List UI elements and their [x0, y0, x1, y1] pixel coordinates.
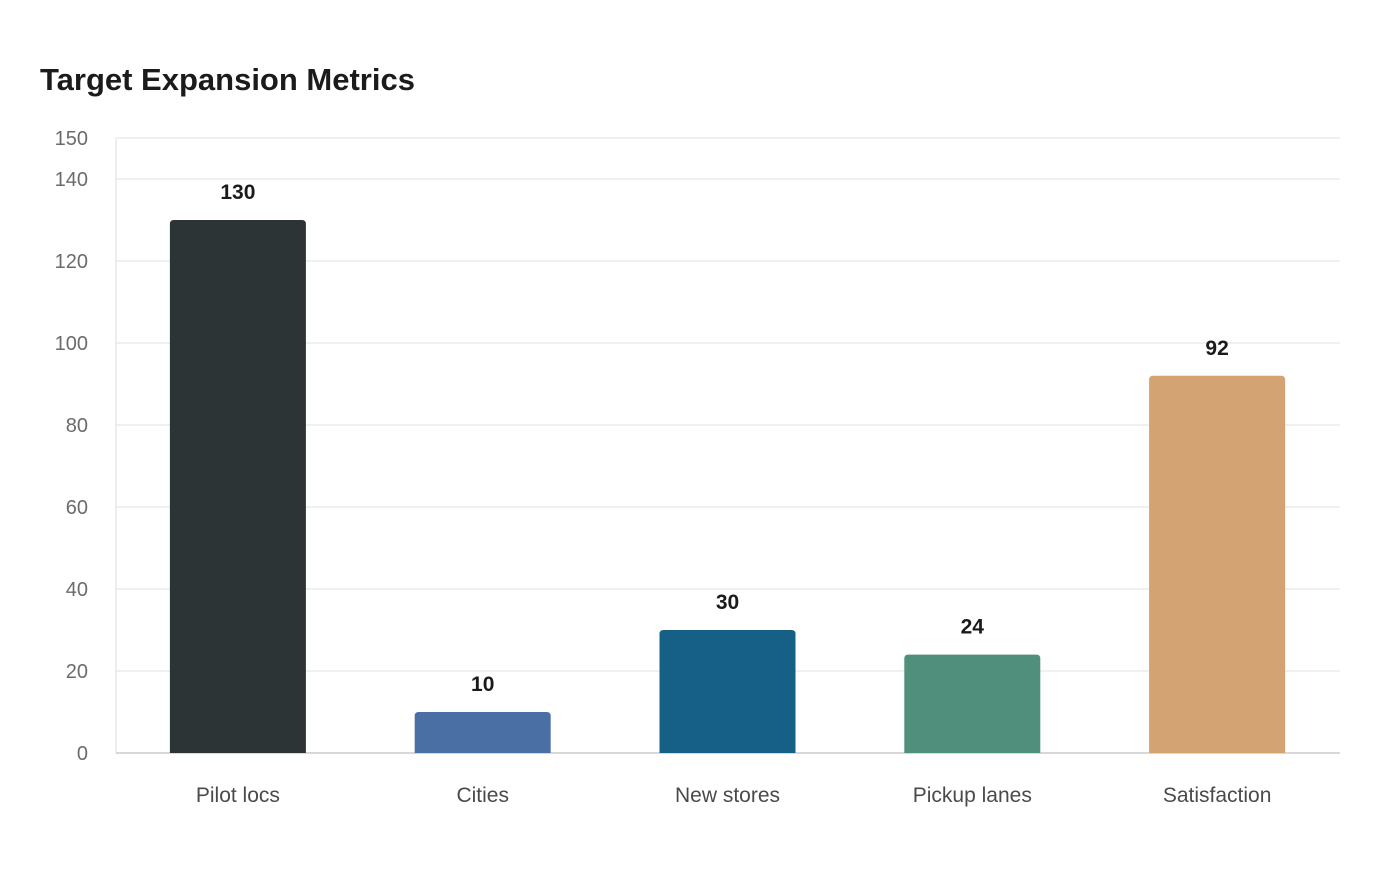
value-labels: 130 10 30 24 92: [220, 181, 1228, 696]
y-tick-label: 150: [55, 128, 88, 150]
x-tick-label: Pilot locs: [196, 784, 280, 807]
y-tick-label: 80: [66, 415, 88, 437]
value-label: 10: [471, 673, 494, 696]
value-label: 130: [220, 181, 255, 204]
y-tick-label: 20: [66, 661, 88, 683]
x-tick-label: Pickup lanes: [913, 784, 1032, 807]
x-axis-ticks: Pilot locs Cities New stores Pickup lanes Sa…: [196, 784, 1271, 807]
x-tick-label: New stores: [675, 784, 780, 807]
y-tick-label: 100: [55, 333, 88, 355]
value-label: 24: [961, 616, 985, 639]
bar-pickup-lanes: [904, 654, 1041, 753]
x-tick-label: Satisfaction: [1163, 784, 1272, 807]
value-label: 30: [716, 591, 739, 614]
bar-new-stores: [659, 630, 796, 753]
y-tick-label: 0: [77, 743, 88, 765]
gridlines: [116, 137, 1340, 672]
bar-satisfaction: [1149, 375, 1286, 753]
y-tick-label: 120: [55, 251, 88, 273]
x-tick-label: Cities: [456, 784, 509, 807]
value-label: 92: [1205, 337, 1228, 360]
y-tick-label: 140: [55, 169, 88, 191]
y-tick-label: 40: [66, 579, 88, 601]
chart-title: Target Expansion Metrics: [40, 62, 415, 97]
y-tick-label: 60: [66, 497, 88, 519]
bar-pilot-locs: [169, 220, 306, 753]
y-axis-ticks: 0 20 40 60 80 100 120 140 150: [55, 128, 88, 765]
bars: [169, 220, 1286, 753]
bar-cities: [414, 712, 551, 753]
